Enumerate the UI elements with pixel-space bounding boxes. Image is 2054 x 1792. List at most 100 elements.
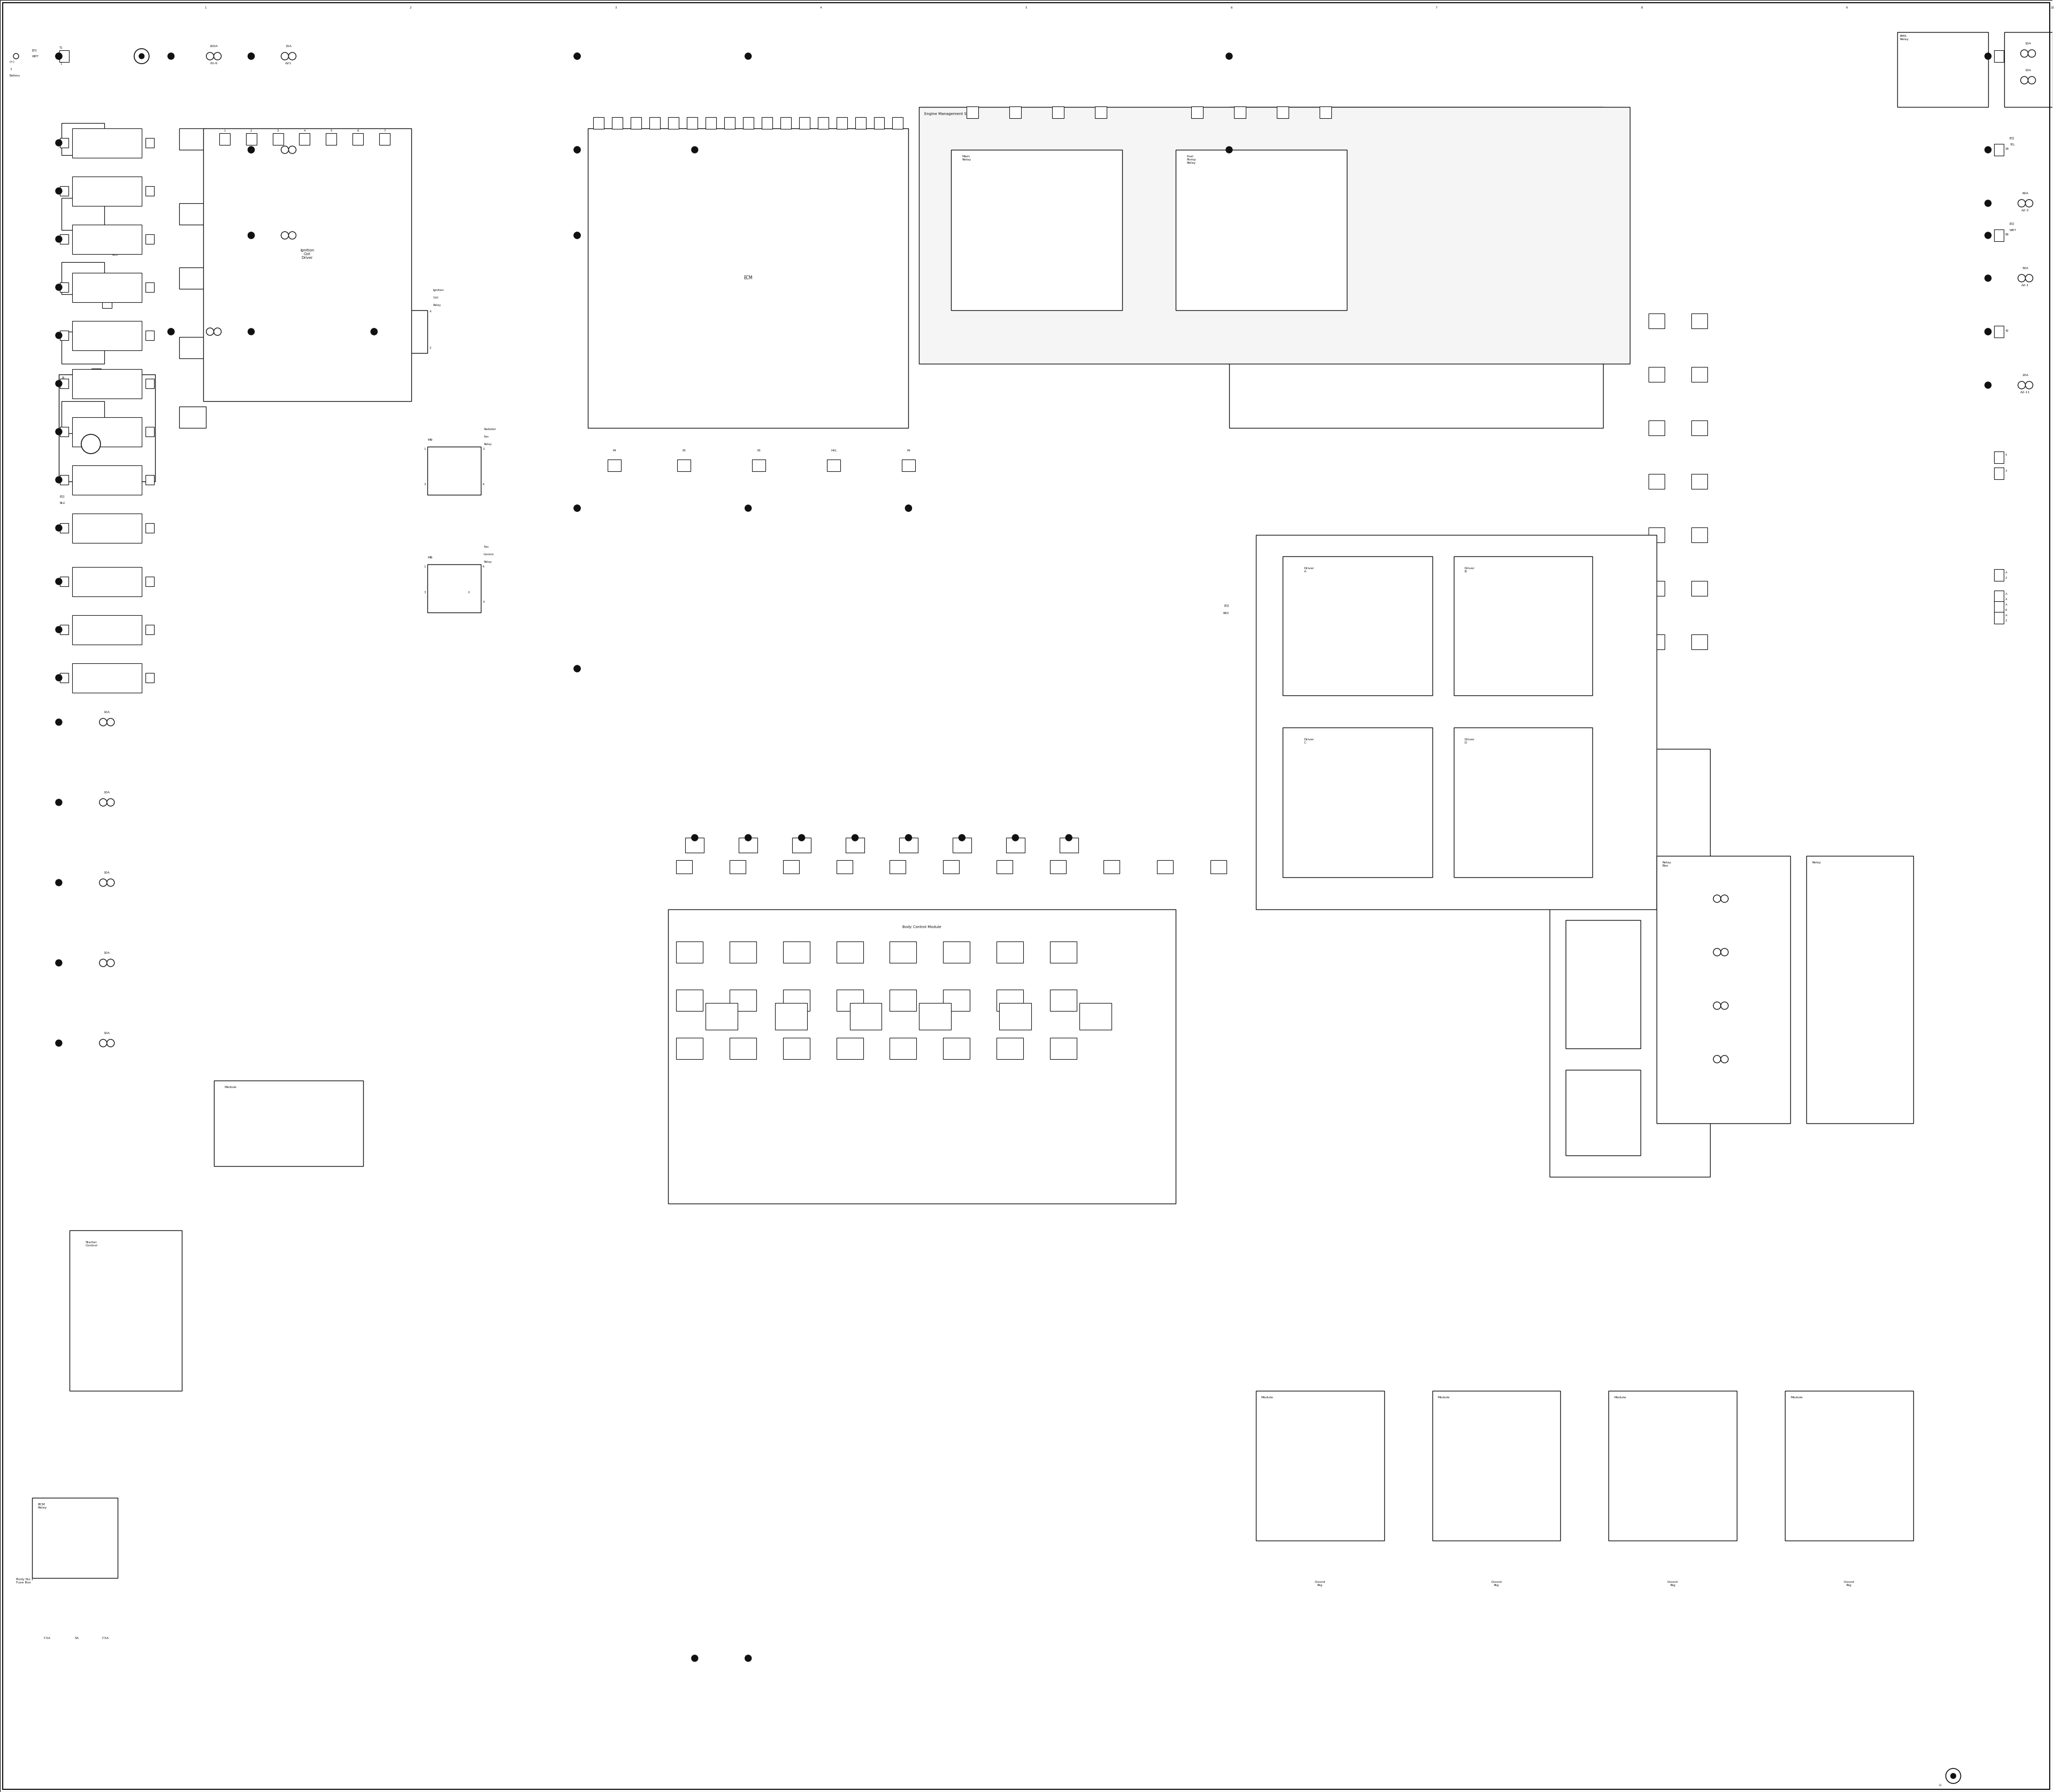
Text: Relay: Relay xyxy=(433,305,442,306)
Circle shape xyxy=(573,505,581,511)
Circle shape xyxy=(573,665,581,672)
Text: [EJ]: [EJ] xyxy=(2009,222,2015,226)
Bar xyxy=(103,296,111,308)
Bar xyxy=(996,941,1023,962)
Bar xyxy=(836,860,852,873)
Bar xyxy=(179,202,205,224)
Text: Battery: Battery xyxy=(10,73,21,77)
Text: M: M xyxy=(90,443,92,446)
Text: B: B xyxy=(62,376,64,380)
Circle shape xyxy=(573,147,581,152)
Circle shape xyxy=(281,52,288,59)
Text: P3: P3 xyxy=(682,450,686,452)
Bar xyxy=(608,459,620,471)
Circle shape xyxy=(288,231,296,238)
Bar xyxy=(920,1004,951,1030)
Bar xyxy=(1690,367,1707,382)
Bar xyxy=(1050,941,1076,962)
Bar xyxy=(783,860,799,873)
Circle shape xyxy=(288,145,296,154)
Text: 10A: 10A xyxy=(2025,70,2031,72)
Circle shape xyxy=(249,328,255,335)
Text: Fan: Fan xyxy=(483,435,489,437)
Bar xyxy=(649,116,659,129)
Bar xyxy=(146,625,154,634)
Bar xyxy=(889,1038,916,1059)
Bar xyxy=(1442,129,1592,278)
Bar xyxy=(60,674,68,683)
Bar xyxy=(1994,611,2003,624)
Bar xyxy=(1565,1070,1641,1156)
Text: Ground
Peg: Ground Peg xyxy=(1844,1581,1855,1586)
Text: 10A: 10A xyxy=(103,711,111,713)
Bar xyxy=(70,1231,181,1391)
Circle shape xyxy=(2025,199,2033,208)
Bar xyxy=(72,272,142,303)
Bar xyxy=(1006,837,1025,853)
Bar xyxy=(1994,591,2003,602)
Text: Module: Module xyxy=(224,1086,236,1088)
Bar xyxy=(943,989,969,1011)
Circle shape xyxy=(692,1656,698,1661)
Circle shape xyxy=(55,627,62,633)
Circle shape xyxy=(799,835,805,840)
Bar xyxy=(705,116,717,129)
Text: Fuel
Pump
Relay: Fuel Pump Relay xyxy=(1187,156,1195,165)
Bar xyxy=(1060,837,1078,853)
Text: Relay: Relay xyxy=(483,443,491,446)
Bar xyxy=(72,663,142,694)
Text: Main
Relay: Main Relay xyxy=(961,156,972,161)
Bar xyxy=(996,989,1023,1011)
Text: 7.5A: 7.5A xyxy=(101,1636,109,1640)
Circle shape xyxy=(2017,274,2025,281)
Circle shape xyxy=(214,52,222,59)
Circle shape xyxy=(1721,894,1727,903)
Bar xyxy=(1785,1391,1912,1541)
Bar xyxy=(1432,1391,1561,1541)
Bar xyxy=(729,941,756,962)
Circle shape xyxy=(852,835,859,840)
Bar xyxy=(900,837,918,853)
Text: Starter: Starter xyxy=(84,536,97,538)
Circle shape xyxy=(249,54,255,59)
Bar xyxy=(327,133,337,145)
Bar xyxy=(60,186,68,195)
Text: 59: 59 xyxy=(2005,147,2009,151)
Bar xyxy=(1994,570,2003,581)
Text: 100A: 100A xyxy=(210,45,218,48)
Text: Coil: Coil xyxy=(433,296,438,299)
Bar xyxy=(146,674,154,683)
Text: Module: Module xyxy=(1438,1396,1450,1400)
Circle shape xyxy=(1226,147,1232,152)
Text: 7.5A: 7.5A xyxy=(43,1636,49,1640)
Text: [EI]: [EI] xyxy=(33,48,37,52)
Bar xyxy=(943,941,969,962)
Bar xyxy=(1649,421,1664,435)
Bar xyxy=(60,283,68,292)
Text: PCM: PCM xyxy=(1467,134,1473,136)
Text: 10: 10 xyxy=(2050,7,2054,9)
Text: 20A: 20A xyxy=(2023,375,2029,376)
Bar xyxy=(60,523,68,532)
Bar xyxy=(631,116,641,129)
Bar xyxy=(1690,527,1707,543)
Bar xyxy=(783,1038,809,1059)
Bar xyxy=(836,989,863,1011)
Text: 10A: 10A xyxy=(103,952,111,955)
Circle shape xyxy=(99,1039,107,1047)
Bar xyxy=(146,186,154,195)
Bar xyxy=(179,407,205,428)
Bar xyxy=(1210,860,1226,873)
Bar xyxy=(783,941,809,962)
Text: Module: Module xyxy=(1791,1396,1803,1400)
Text: Module: Module xyxy=(1261,1396,1273,1400)
Bar xyxy=(90,369,101,380)
Text: Driver
B: Driver B xyxy=(1465,566,1475,573)
Text: P4: P4 xyxy=(906,450,910,452)
Text: (+): (+) xyxy=(10,61,14,63)
Bar xyxy=(273,133,283,145)
Circle shape xyxy=(1713,1002,1721,1009)
Bar xyxy=(1649,634,1664,649)
Text: M8: M8 xyxy=(427,556,433,559)
Bar xyxy=(72,129,142,158)
